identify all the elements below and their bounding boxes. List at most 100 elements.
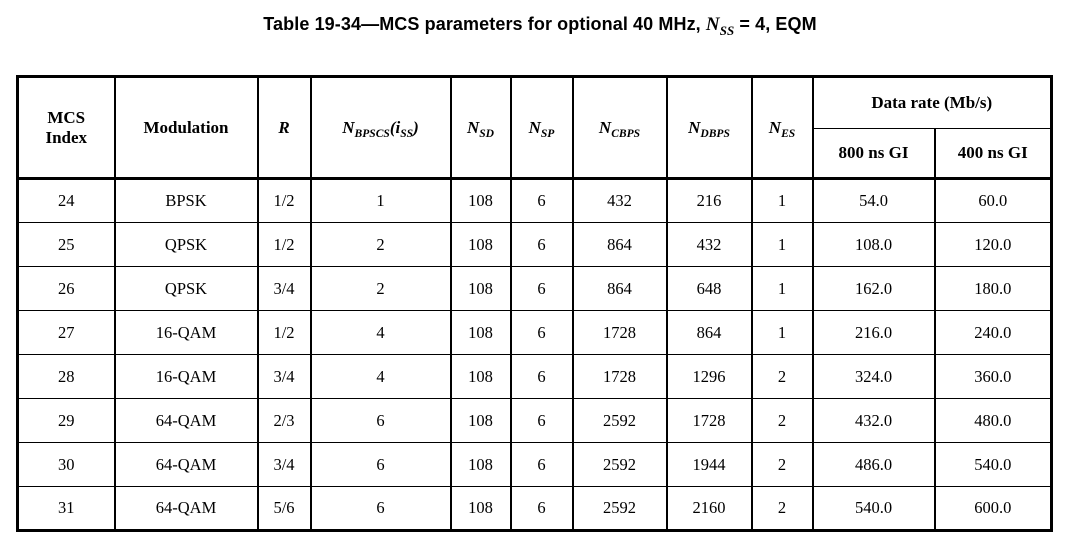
table-cell: 600.0: [933, 486, 1053, 531]
table-cell: 5/6: [256, 486, 312, 531]
col-header-800ns-gi: 800 ns GI: [811, 128, 936, 180]
n-bpscs-base: N: [342, 117, 355, 137]
col-header-mcs-index: MCS Index: [16, 76, 116, 180]
table-cell: BPSK: [113, 178, 259, 223]
col-header-n-sp: NSP: [509, 76, 574, 180]
table-cell: 16-QAM: [113, 354, 259, 399]
table-cell: 216.0: [811, 310, 936, 355]
table-cell: 6: [309, 486, 452, 531]
table-cell: 108: [449, 398, 512, 443]
modulation-label: Modulation: [143, 117, 229, 137]
table-cell: 6: [509, 354, 574, 399]
table-cell: 6: [509, 398, 574, 443]
table-cell: QPSK: [113, 222, 259, 267]
col-header-n-sd: NSD: [449, 76, 512, 180]
table-cell: 120.0: [933, 222, 1053, 267]
table-cell: 108: [449, 310, 512, 355]
table-cell: 26: [16, 266, 116, 311]
table-cell: 108: [449, 354, 512, 399]
table-cell: 2: [750, 486, 814, 531]
table-cell: 3/4: [256, 266, 312, 311]
gi-800-label: 800 ns GI: [838, 143, 909, 162]
table-cell: 6: [309, 398, 452, 443]
col-header-n-es: NES: [750, 76, 814, 180]
n-bpscs-sub: BPSCS: [354, 126, 390, 140]
table-cell: 108: [449, 442, 512, 487]
table-cell: 28: [16, 354, 116, 399]
table-cell: 3/4: [256, 354, 312, 399]
table-cell: 324.0: [811, 354, 936, 399]
table-cell: 108: [449, 266, 512, 311]
table-row: 31 64-QAM 5/6 6 108 6 2592 2160 2 540.0 600.0: [16, 486, 1053, 531]
table-cell: 4: [309, 310, 452, 355]
n-bpscs-arg-open: (i: [389, 117, 401, 137]
n-dbps-sub: DBPS: [700, 126, 730, 140]
table-cell: 486.0: [811, 442, 936, 487]
table-cell: 64-QAM: [113, 486, 259, 531]
table-cell: 2160: [665, 486, 753, 531]
table-cell: 1: [750, 178, 814, 223]
table-body: 24 BPSK 1/2 1 108 6 432 216 1 54.0 60.0 25 QPSK 1/2 2 1…: [16, 178, 1053, 531]
table-cell: 16-QAM: [113, 310, 259, 355]
table-cell: 216: [665, 178, 753, 223]
table-cell: 1728: [571, 354, 668, 399]
table-cell: 25: [16, 222, 116, 267]
table-cell: 432.0: [811, 398, 936, 443]
header-row-sub: 800 ns GI 400 ns GI: [18, 128, 1053, 180]
table-cell: 432: [571, 178, 668, 223]
table-cell: 240.0: [933, 310, 1053, 355]
table-cell: 2592: [571, 398, 668, 443]
table-cell: 2: [750, 354, 814, 399]
col-header-r: R: [256, 76, 312, 180]
table-cell: 2592: [571, 442, 668, 487]
n-dbps-label: NDBPS: [688, 118, 730, 140]
table-cell: 1/2: [256, 178, 312, 223]
table-cell: 108.0: [811, 222, 936, 267]
n-cbps-base: N: [598, 117, 612, 137]
table-cell: 480.0: [933, 398, 1053, 443]
table-cell: 2: [309, 266, 452, 311]
table-cell: 64-QAM: [113, 398, 259, 443]
table-cell: 4: [309, 354, 452, 399]
n-bpscs-arg-close: ): [413, 117, 419, 137]
table-cell: 540.0: [933, 442, 1053, 487]
table-cell: 29: [16, 398, 116, 443]
table-row: 27 16-QAM 1/2 4 108 6 1728 864 1 216.0 240.0: [16, 310, 1053, 355]
table-cell: 648: [665, 266, 753, 311]
table-cell: 1: [750, 266, 814, 311]
table-cell: 1944: [665, 442, 753, 487]
col-header-n-dbps: NDBPS: [665, 76, 753, 180]
n-es-label: NES: [768, 117, 795, 139]
table-header: MCS Index Modulation R NBPSCS(iSS) NSD N…: [16, 76, 1053, 180]
table-cell: 1728: [665, 398, 753, 443]
n-bpscs-label: NBPSCS(iSS): [342, 117, 419, 140]
table-cell: 1728: [571, 310, 668, 355]
table-cell: 540.0: [811, 486, 936, 531]
nss-variable: NSS: [705, 14, 735, 38]
table-cell: 1: [309, 178, 452, 223]
table-cell: 864: [571, 222, 668, 267]
table-row: 24 BPSK 1/2 1 108 6 432 216 1 54.0 60.0: [16, 178, 1053, 223]
table-cell: 864: [665, 310, 753, 355]
caption-prefix: Table 19-34—MCS parameters for optional …: [263, 14, 706, 34]
mcs-parameters-table: MCS Index Modulation R NBPSCS(iSS) NSD N…: [16, 75, 1054, 532]
table-row: 29 64-QAM 2/3 6 108 6 2592 1728 2 432.0 480.0: [16, 398, 1053, 443]
table-cell: 180.0: [933, 266, 1053, 311]
n-es-base: N: [768, 117, 782, 137]
header-row-main: MCS Index Modulation R NBPSCS(iSS) NSD N…: [16, 76, 1053, 180]
n-bpscs-arg-sub: SS: [400, 126, 414, 140]
table-cell: 31: [16, 486, 116, 531]
table-row: 30 64-QAM 3/4 6 108 6 2592 1944 2 486.0 540.0: [16, 442, 1053, 487]
table-cell: 30: [16, 442, 116, 487]
table-cell: 1/2: [256, 310, 312, 355]
data-rate-label: Data rate (Mb/s): [871, 93, 993, 112]
table-cell: 6: [509, 310, 574, 355]
table-cell: 2: [309, 222, 452, 267]
nss-subscript: SS: [719, 22, 735, 38]
col-header-data-rate: Data rate (Mb/s): [811, 76, 1053, 129]
table-cell: 24: [16, 178, 116, 223]
nss-symbol: N: [705, 14, 720, 35]
table-cell: 2: [750, 398, 814, 443]
n-sp-label: NSP: [529, 118, 555, 139]
